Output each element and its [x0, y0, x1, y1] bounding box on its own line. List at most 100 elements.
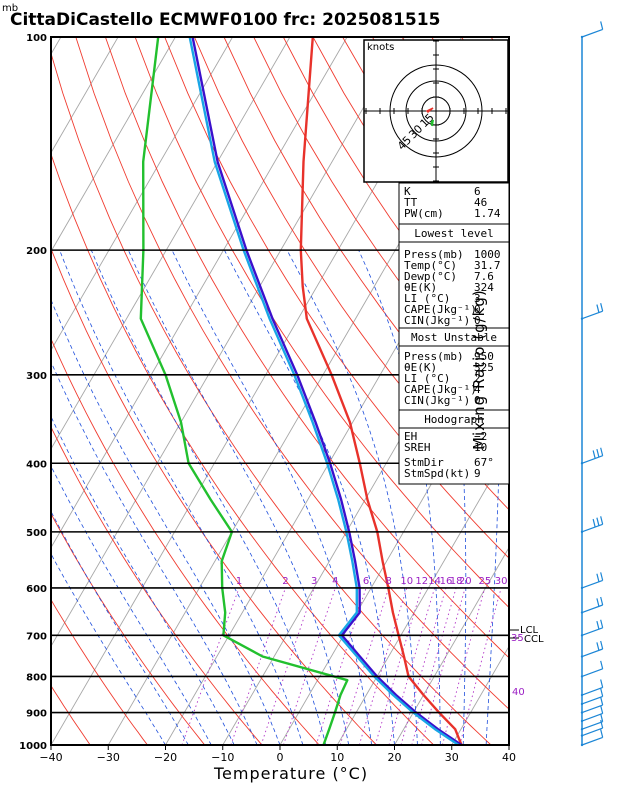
mixing-ratio-label: 20 [459, 576, 472, 587]
wind-barb-flag [600, 713, 604, 722]
y-tick-label: 100 [26, 33, 47, 44]
index-key: CAPE(Jkg⁻¹) [404, 383, 477, 396]
sounding-series [139, 37, 463, 745]
isotherm [51, 37, 176, 253]
wind-barb-dot [580, 702, 584, 706]
wind-barb-flag [592, 450, 596, 459]
dry-adiabat [104, 37, 509, 659]
index-key: Temp(°C) [404, 259, 457, 272]
mixing-ratio-label: 4 [332, 576, 338, 587]
index-key: θE(K) [404, 281, 437, 294]
x-tick-label: −40 [39, 751, 62, 764]
ccl-label: CCL [524, 634, 544, 645]
table-box [398, 409, 510, 485]
wind-barb-flag [596, 573, 600, 582]
x-tick-label: 0 [277, 751, 284, 764]
wind-barb-flag [596, 642, 600, 651]
wind-barb [581, 712, 603, 722]
wind-barb-flag [600, 688, 604, 697]
dry-adiabat [550, 37, 618, 745]
wind-barb-dot [580, 530, 584, 534]
x-tick-label: 30 [445, 751, 459, 764]
wind-barb [581, 579, 603, 589]
y-tick-label: 900 [26, 709, 47, 720]
moist-adiabat [90, 249, 327, 745]
y-tick-label: 400 [26, 459, 47, 470]
moist-adiabat [51, 465, 212, 745]
moist-adiabat [508, 739, 509, 745]
wind-barbs [580, 21, 604, 747]
wind-barb-flag [600, 705, 604, 714]
index-value: 324 [474, 281, 494, 294]
index-value: 325 [474, 361, 494, 374]
wind-barb [581, 668, 603, 677]
wind-barb [581, 604, 603, 614]
moist-adiabat [51, 553, 166, 745]
wind-barb-dot [580, 586, 584, 590]
index-value: 0 [474, 394, 481, 407]
y-tick-label: 800 [26, 672, 47, 683]
x-axis-label: Temperature (°C) [214, 764, 369, 783]
wind-barb-flag [596, 598, 600, 607]
index-key: CIN(Jkg⁻¹) [404, 394, 470, 407]
index-key: EH [404, 430, 417, 443]
isotherm [0, 37, 4, 745]
index-key: StmDir [404, 456, 444, 469]
dry-adiabat [51, 152, 435, 745]
index-value: 0 [474, 314, 481, 327]
isotherm [394, 546, 509, 745]
dry-adiabat [193, 37, 509, 511]
wind-barb-flag [600, 596, 604, 606]
index-key: Press(mb) [404, 248, 464, 261]
x-tick-label: −30 [97, 751, 120, 764]
wind-barb [581, 704, 603, 714]
wind-barb-dot [580, 611, 584, 614]
table-box [398, 327, 510, 411]
wind-barb [581, 736, 603, 746]
mixing-ratio-label: 10 [400, 576, 413, 587]
pressure-units-label: mb [2, 3, 19, 14]
series-line [299, 37, 463, 745]
mixing-ratio-line [181, 587, 240, 745]
y-tick-label: 500 [26, 528, 47, 539]
y-tick-label: 1000 [19, 741, 47, 752]
mixing-ratio-label: 14 [428, 576, 441, 587]
index-key: PW(cm) [404, 207, 444, 220]
wind-barb-flag [600, 303, 604, 312]
wind-barb-dot [580, 675, 584, 678]
wind-barb-flag [600, 719, 604, 729]
index-key: CIN(Jkg⁻¹) [404, 314, 470, 327]
wind-barb [581, 523, 603, 533]
y-tick-label: 200 [26, 246, 47, 257]
index-key: K [404, 185, 411, 198]
index-value: 1.74 [474, 207, 501, 220]
y-tick-label: 300 [26, 371, 47, 382]
wind-barb-flag [600, 21, 604, 30]
mixing-ratio-label: 25 [478, 576, 491, 587]
y-tick-label: 700 [26, 631, 47, 642]
mixing-ratio-label: 3 [311, 576, 317, 587]
wind-barb-flag [600, 640, 604, 650]
mixing-ratio-line [315, 587, 367, 745]
index-value: 10 [474, 441, 487, 454]
index-value: 46 [474, 196, 487, 209]
index-key: CAPE(Jkg⁻¹) [404, 303, 477, 316]
series-line [191, 37, 463, 745]
wind-barb-flag [600, 696, 604, 706]
wind-barb-flag [600, 572, 604, 581]
table-box [398, 182, 510, 225]
dry-adiabat [51, 337, 320, 745]
wind-barb-flag [596, 448, 600, 458]
wind-barb-flag [596, 304, 600, 313]
wind-barb [581, 727, 603, 737]
dry-adiabat [51, 512, 206, 745]
hodograph-trace [425, 107, 434, 114]
x-tick-label: −20 [154, 751, 177, 764]
moist-adiabat [51, 360, 258, 745]
wind-barb-flag [600, 516, 604, 525]
index-key: θE(K) [404, 361, 437, 374]
lcl-label: LCL [520, 625, 539, 636]
index-key: SREH [404, 441, 431, 454]
